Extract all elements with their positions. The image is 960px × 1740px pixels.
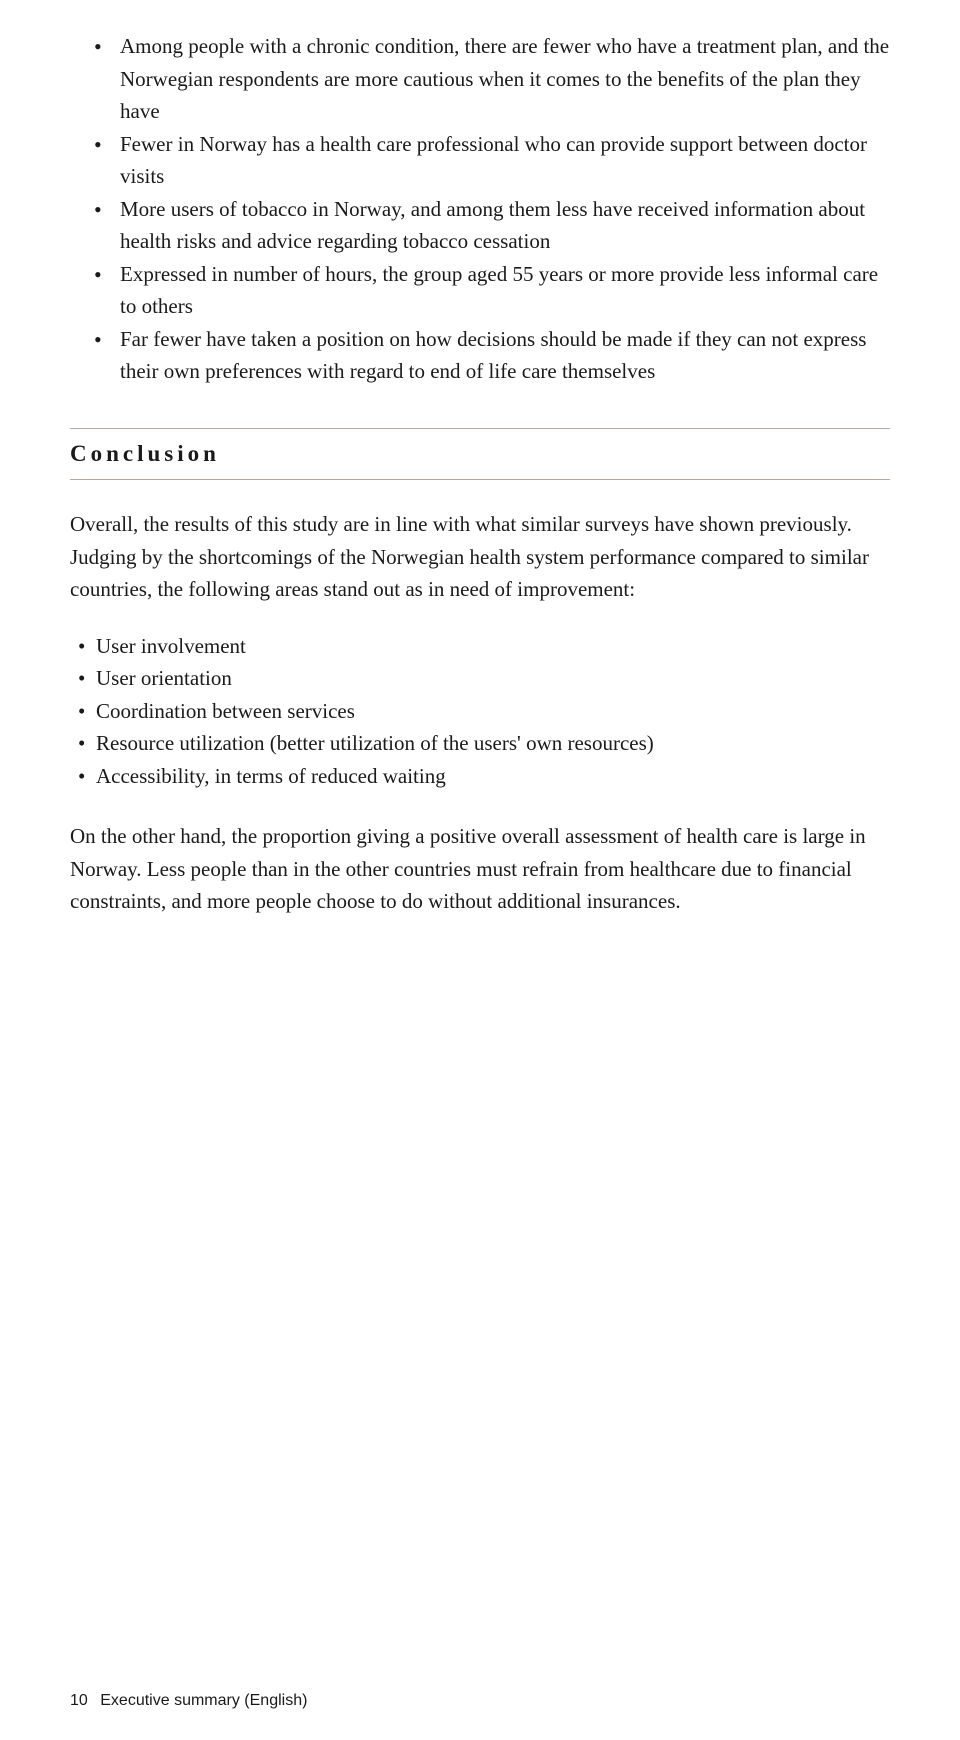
- list-item: Accessibility, in terms of reduced waiti…: [78, 760, 890, 793]
- footer-section-label: Executive summary (English): [100, 1692, 307, 1709]
- section-heading-conclusion: Conclusion: [70, 428, 890, 480]
- list-item: Far fewer have taken a position on how d…: [90, 323, 890, 388]
- list-item: Coordination between services: [78, 695, 890, 728]
- list-item: Among people with a chronic condition, t…: [90, 30, 890, 128]
- list-item: More users of tobacco in Norway, and amo…: [90, 193, 890, 258]
- list-item: Resource utilization (better utilization…: [78, 727, 890, 760]
- secondary-bullet-list: User involvement User orientation Coordi…: [78, 630, 890, 793]
- list-item: Expressed in number of hours, the group …: [90, 258, 890, 323]
- primary-bullet-list: Among people with a chronic condition, t…: [90, 30, 890, 388]
- list-item: User involvement: [78, 630, 890, 663]
- paragraph-closing: On the other hand, the proportion giving…: [70, 820, 890, 918]
- list-item: Fewer in Norway has a health care profes…: [90, 128, 890, 193]
- page-footer: 10 Executive summary (English): [70, 1692, 307, 1710]
- paragraph-intro: Overall, the results of this study are i…: [70, 508, 890, 606]
- page-number: 10: [70, 1692, 88, 1709]
- list-item: User orientation: [78, 662, 890, 695]
